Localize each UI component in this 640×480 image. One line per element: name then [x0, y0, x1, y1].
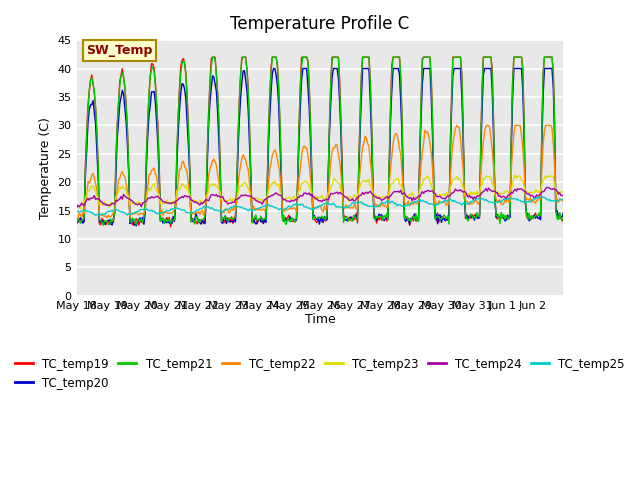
TC_temp20 — [422, 66, 430, 72]
TC_temp20 — [89, 98, 97, 104]
TC_temp25 — [558, 196, 566, 202]
TC_temp25 — [124, 212, 131, 218]
TC_temp20 — [495, 214, 502, 220]
TC_temp22 — [106, 214, 113, 220]
TC_temp23 — [559, 189, 567, 195]
Line: TC_temp19: TC_temp19 — [77, 57, 563, 227]
TC_temp21 — [326, 115, 333, 120]
Line: TC_temp21: TC_temp21 — [77, 57, 563, 226]
TC_temp24 — [420, 191, 428, 196]
TC_temp25 — [104, 208, 112, 214]
TC_temp21 — [106, 221, 113, 227]
TC_temp23 — [493, 189, 501, 194]
TC_temp24 — [557, 192, 564, 198]
X-axis label: Time: Time — [305, 313, 335, 326]
TC_temp25 — [89, 211, 97, 217]
TC_temp24 — [492, 190, 500, 196]
TC_temp19 — [73, 218, 81, 224]
TC_temp23 — [421, 177, 429, 182]
TC_temp22 — [558, 197, 566, 203]
TC_temp22 — [73, 215, 81, 220]
TC_temp20 — [104, 217, 112, 223]
TC_temp23 — [106, 204, 113, 210]
TC_temp20 — [73, 221, 81, 227]
TC_temp24 — [543, 184, 551, 190]
Line: TC_temp23: TC_temp23 — [77, 175, 563, 209]
TC_temp25 — [559, 197, 567, 203]
Line: TC_temp20: TC_temp20 — [77, 69, 563, 226]
TC_temp19 — [326, 120, 333, 125]
TC_temp21 — [73, 220, 81, 226]
TC_temp23 — [77, 206, 84, 212]
TC_temp19 — [559, 215, 567, 220]
TC_temp25 — [73, 209, 81, 215]
TC_temp19 — [422, 54, 430, 60]
TC_temp23 — [324, 190, 332, 195]
TC_temp19 — [89, 81, 97, 86]
TC_temp22 — [74, 216, 82, 221]
TC_temp19 — [495, 214, 502, 220]
TC_temp21 — [422, 54, 430, 60]
Title: Temperature Profile C: Temperature Profile C — [230, 15, 410, 33]
TC_temp25 — [493, 199, 501, 205]
TC_temp22 — [453, 122, 461, 128]
TC_temp22 — [90, 175, 98, 181]
TC_temp23 — [73, 201, 81, 207]
TC_temp24 — [323, 196, 331, 202]
TC_temp20 — [558, 214, 566, 219]
TC_temp20 — [559, 209, 567, 215]
Y-axis label: Temperature (C): Temperature (C) — [39, 117, 52, 219]
TC_temp19 — [558, 218, 566, 224]
TC_temp20 — [269, 66, 277, 72]
TC_temp19 — [104, 218, 112, 224]
TC_temp22 — [324, 191, 332, 197]
Line: TC_temp22: TC_temp22 — [77, 125, 563, 218]
TC_temp24 — [559, 192, 567, 198]
Line: TC_temp24: TC_temp24 — [77, 187, 563, 207]
TC_temp21 — [89, 82, 97, 87]
TC_temp21 — [99, 223, 107, 228]
TC_temp21 — [209, 54, 216, 60]
TC_temp23 — [511, 172, 519, 178]
TC_temp22 — [559, 199, 567, 205]
TC_temp23 — [558, 189, 566, 194]
TC_temp23 — [90, 186, 98, 192]
TC_temp25 — [421, 199, 429, 205]
TC_temp25 — [537, 194, 545, 200]
TC_temp21 — [559, 218, 567, 224]
TC_temp20 — [132, 223, 140, 229]
TC_temp24 — [73, 204, 81, 210]
TC_temp19 — [167, 224, 175, 230]
Line: TC_temp25: TC_temp25 — [77, 197, 563, 215]
Text: SW_Temp: SW_Temp — [86, 44, 153, 57]
TC_temp20 — [326, 126, 333, 132]
Legend: TC_temp19, TC_temp20, TC_temp21, TC_temp22, TC_temp23, TC_temp24, TC_temp25: TC_temp19, TC_temp20, TC_temp21, TC_temp… — [10, 353, 630, 394]
TC_temp25 — [324, 201, 332, 206]
TC_temp22 — [421, 127, 429, 133]
TC_temp21 — [495, 212, 502, 217]
TC_temp24 — [89, 195, 97, 201]
TC_temp24 — [104, 203, 112, 209]
TC_temp21 — [558, 216, 566, 221]
TC_temp22 — [495, 198, 502, 204]
TC_temp19 — [209, 54, 216, 60]
